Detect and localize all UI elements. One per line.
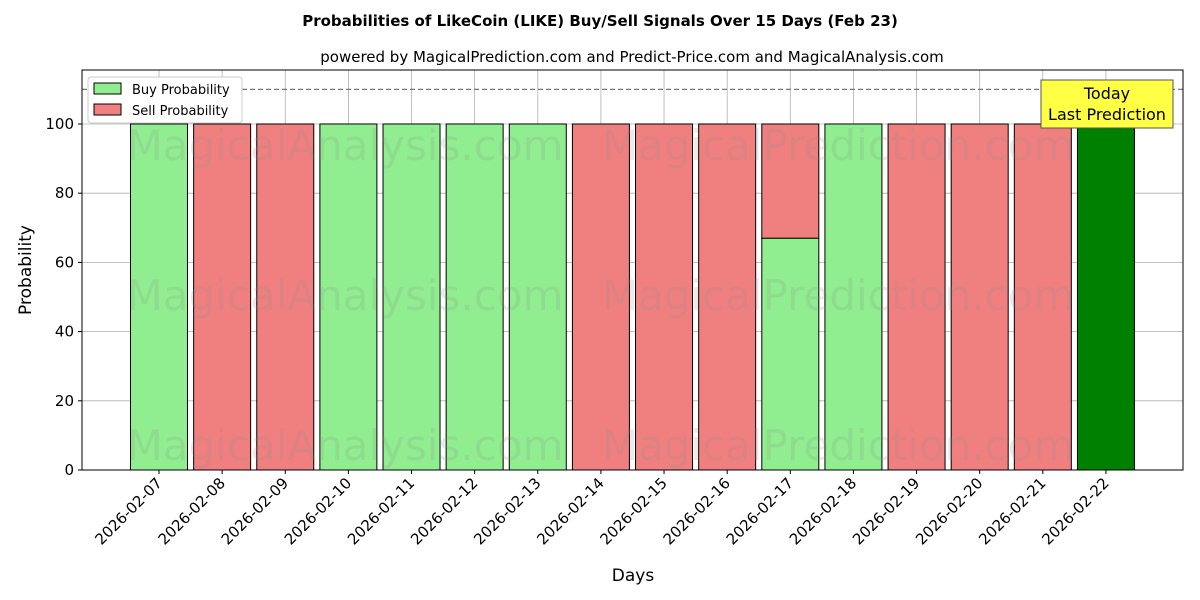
buy-bar bbox=[824, 123, 883, 471]
plot-frame bbox=[81, 69, 1184, 471]
x-tick-label: 2026-02-11 bbox=[344, 474, 418, 548]
x-tick-label: 2026-02-16 bbox=[660, 474, 734, 548]
sell-bar bbox=[887, 123, 946, 471]
watermarks: MagicalAnalysis.com MagicalPrediction.com… bbox=[127, 121, 1075, 470]
x-tick-label: 2026-02-21 bbox=[975, 474, 1049, 548]
x-tick-label: 2026-02-08 bbox=[155, 474, 229, 548]
x-tick-label: 2026-02-10 bbox=[281, 474, 355, 548]
buy-bar bbox=[319, 123, 378, 471]
x-tick-label: 2026-02-09 bbox=[218, 474, 292, 548]
y-tick-label: 40 bbox=[55, 323, 74, 341]
sell-bar bbox=[950, 123, 1009, 471]
legend-swatch-buy bbox=[93, 82, 122, 95]
y-axis-label: Probability bbox=[16, 225, 36, 315]
chart-title: Probabilities of LikeCoin (LIKE) Buy/Sel… bbox=[302, 12, 898, 30]
x-tick-label: 2026-02-12 bbox=[407, 474, 481, 548]
x-tick-label: 2026-02-14 bbox=[533, 474, 607, 548]
watermark: MagicalPrediction.com bbox=[602, 121, 1075, 170]
today-annotation: Today Last Prediction bbox=[1040, 79, 1174, 129]
legend: Buy Probability Sell Probability bbox=[87, 76, 243, 124]
annotation-today: Today bbox=[1083, 84, 1130, 103]
sell-bar bbox=[698, 123, 757, 471]
buy-bar bbox=[445, 123, 504, 471]
watermark: MagicalAnalysis.com bbox=[127, 421, 564, 470]
legend-label-sell: Sell Probability bbox=[132, 104, 229, 119]
sell-bar bbox=[635, 123, 694, 471]
buy-bar bbox=[382, 123, 441, 471]
buy-bar bbox=[1076, 123, 1135, 471]
sell-bar bbox=[571, 123, 630, 471]
x-tick-label: 2026-02-17 bbox=[723, 474, 797, 548]
buy-bar bbox=[761, 237, 820, 471]
x-axis-label: Days bbox=[612, 566, 655, 586]
legend-swatch-sell bbox=[93, 103, 122, 116]
chart-subtitle: powered by MagicalPrediction.com and Pre… bbox=[320, 48, 944, 66]
watermark: MagicalPrediction.com bbox=[602, 271, 1075, 320]
annotation-last-prediction: Last Prediction bbox=[1048, 105, 1166, 124]
x-tick-label: 2026-02-07 bbox=[91, 474, 165, 548]
y-tick-label: 60 bbox=[55, 253, 74, 271]
bars bbox=[130, 123, 1135, 471]
x-tick-label: 2026-02-18 bbox=[786, 474, 860, 548]
buy-bar bbox=[508, 123, 567, 471]
y-tick-label: 100 bbox=[45, 115, 74, 133]
y-tick-label: 80 bbox=[55, 184, 74, 202]
sell-bar bbox=[761, 123, 820, 239]
y-tick-label: 0 bbox=[64, 461, 74, 479]
y-tick-label: 20 bbox=[55, 392, 74, 410]
watermark: MagicalAnalysis.com bbox=[127, 121, 564, 170]
x-tick-label: 2026-02-19 bbox=[849, 474, 923, 548]
x-tick-label: 2026-02-22 bbox=[1038, 474, 1112, 548]
x-tick-label: 2026-02-13 bbox=[470, 474, 544, 548]
x-tick-label: 2026-02-15 bbox=[596, 474, 670, 548]
x-tick-label: 2026-02-20 bbox=[912, 474, 986, 548]
sell-bar bbox=[1013, 123, 1072, 471]
legend-label-buy: Buy Probability bbox=[132, 83, 230, 98]
watermark: MagicalPrediction.com bbox=[602, 421, 1075, 470]
sell-bar bbox=[256, 123, 315, 471]
watermark: MagicalAnalysis.com bbox=[127, 271, 564, 320]
